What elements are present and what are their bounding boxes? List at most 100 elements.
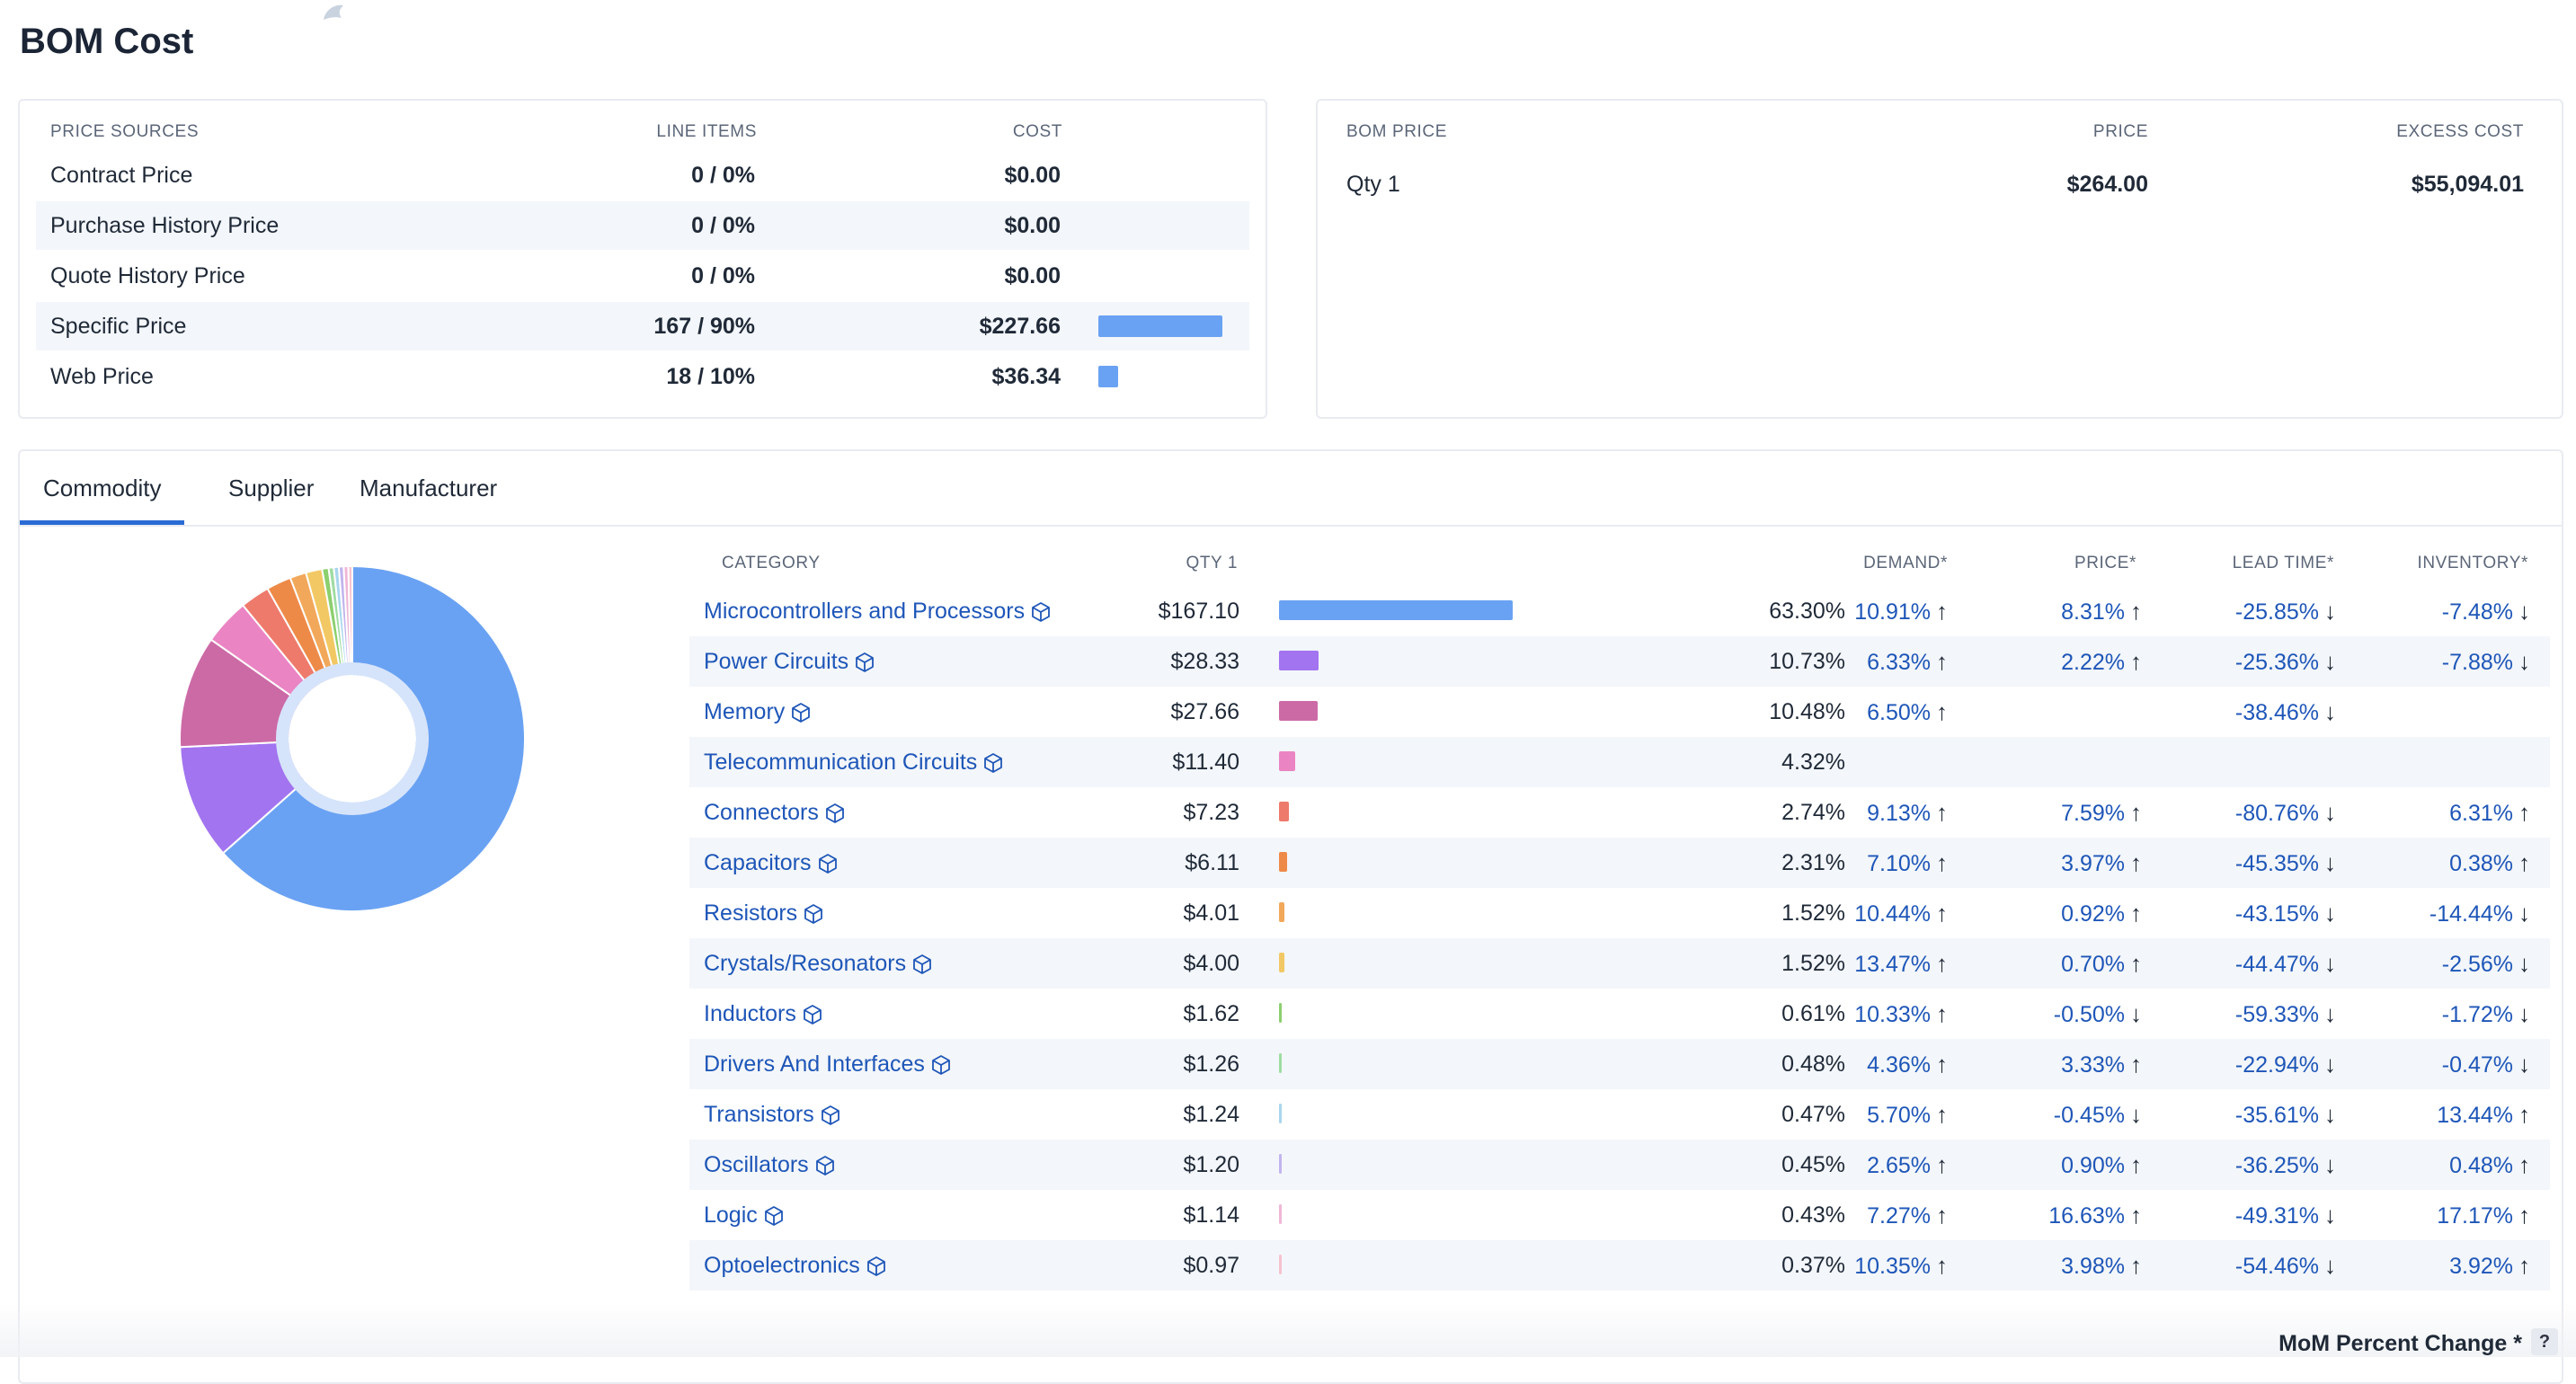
arrow-up-icon: ↑: [1936, 1101, 1948, 1128]
commodity-share-bar: [1279, 1255, 1282, 1274]
commodity-category-link[interactable]: Optoelectronics: [704, 1253, 860, 1278]
lead-time-change[interactable]: -22.94%: [2234, 1052, 2319, 1078]
commodity-category-link[interactable]: Inductors: [704, 1001, 796, 1026]
inventory-change[interactable]: -2.56%: [2441, 952, 2513, 977]
lead-time-change[interactable]: -45.35%: [2234, 851, 2319, 876]
demand-change[interactable]: 2.65%: [1867, 1153, 1931, 1178]
price-change[interactable]: -0.45%: [2053, 1103, 2125, 1128]
demand-change[interactable]: 5.70%: [1867, 1103, 1931, 1128]
price-change[interactable]: 0.70%: [2061, 952, 2125, 977]
commodity-cube-icon: [1032, 602, 1050, 623]
inventory-change[interactable]: 0.38%: [2449, 851, 2513, 876]
excess-cost-value: $55,094.01: [2411, 172, 2524, 197]
demand-change[interactable]: 10.35%: [1854, 1254, 1931, 1279]
price-change[interactable]: 8.31%: [2061, 599, 2125, 625]
tab-supplier[interactable]: Supplier: [228, 475, 315, 501]
lead-time-change[interactable]: -43.15%: [2234, 901, 2319, 927]
price-change[interactable]: 0.92%: [2061, 901, 2125, 927]
inventory-change[interactable]: 3.92%: [2449, 1254, 2513, 1279]
lead-time-change[interactable]: -80.76%: [2234, 801, 2319, 826]
demand-change[interactable]: 6.50%: [1867, 700, 1931, 725]
inventory-change[interactable]: -14.44%: [2429, 901, 2513, 927]
lead-time-change[interactable]: -25.85%: [2234, 599, 2319, 625]
arrow-up-icon: ↑: [1936, 1051, 1948, 1078]
inventory-change[interactable]: 6.31%: [2449, 801, 2513, 826]
inventory-change[interactable]: -0.47%: [2441, 1052, 2513, 1078]
commodity-cube-icon: [984, 753, 1003, 774]
inventory-change[interactable]: -7.88%: [2441, 650, 2513, 675]
arrow-up-icon: ↑: [1936, 698, 1948, 725]
commodity-share-bar: [1279, 751, 1295, 771]
commodity-row: Transistors $1.24 0.47% 5.70% ↑ -0.45% ↓ -35.61…: [689, 1089, 2550, 1140]
demand-change[interactable]: 10.44%: [1854, 901, 1931, 927]
help-button[interactable]: ?: [2531, 1328, 2558, 1355]
commodity-category-link[interactable]: Connectors: [704, 800, 819, 825]
price-change[interactable]: 3.33%: [2061, 1052, 2125, 1078]
page-title: BOM Cost: [20, 22, 194, 61]
commodity-category-link[interactable]: Capacitors: [704, 850, 812, 875]
qty-header: QTY 1: [1186, 554, 1238, 572]
inventory-header: INVENTORY*: [2417, 554, 2528, 572]
price-sources-header: PRICE SOURCES: [50, 122, 200, 141]
line-items-header: LINE ITEMS: [656, 122, 757, 141]
inventory-change[interactable]: 0.48%: [2449, 1153, 2513, 1178]
price-change[interactable]: 2.22%: [2061, 650, 2125, 675]
tab-manufacturer[interactable]: Manufacturer: [360, 475, 498, 501]
cost-header: COST: [1012, 122, 1062, 141]
commodity-category-link[interactable]: Microcontrollers and Processors: [704, 599, 1026, 624]
arrow-down-icon: ↓: [2518, 1051, 2530, 1078]
inventory-change[interactable]: 13.44%: [2437, 1103, 2513, 1128]
tab-commodity[interactable]: Commodity: [20, 451, 185, 525]
demand-change[interactable]: 6.33%: [1867, 650, 1931, 675]
inventory-change[interactable]: 17.17%: [2437, 1203, 2513, 1229]
price-change[interactable]: 0.90%: [2061, 1153, 2125, 1178]
commodity-category-link[interactable]: Drivers And Interfaces: [704, 1051, 925, 1077]
price-change[interactable]: -0.50%: [2053, 1002, 2125, 1027]
price-change[interactable]: 3.97%: [2061, 851, 2125, 876]
demand-change[interactable]: 4.36%: [1867, 1052, 1931, 1078]
commodity-category-link[interactable]: Transistors: [704, 1102, 814, 1127]
commodity-category-link[interactable]: Crystals/Resonators: [704, 951, 907, 976]
commodity-category-link[interactable]: Oscillators: [704, 1152, 809, 1177]
demand-change[interactable]: 13.47%: [1854, 952, 1931, 977]
arrow-down-icon: ↓: [2324, 950, 2336, 977]
demand-header: DEMAND*: [1863, 554, 1948, 572]
lead-time-change[interactable]: -38.46%: [2234, 700, 2319, 725]
lead-time-change[interactable]: -59.33%: [2234, 1002, 2319, 1027]
demand-change[interactable]: 7.10%: [1867, 851, 1931, 876]
lead-time-change[interactable]: -54.46%: [2234, 1254, 2319, 1279]
arrow-down-icon: ↓: [2324, 1051, 2336, 1078]
demand-change[interactable]: 9.13%: [1867, 801, 1931, 826]
lead-time-change[interactable]: -35.61%: [2234, 1103, 2319, 1128]
commodity-category-link[interactable]: Telecommunication Circuits: [704, 750, 978, 775]
lead-time-change[interactable]: -25.36%: [2234, 650, 2319, 675]
commodity-category-link[interactable]: Power Circuits: [704, 649, 849, 674]
demand-change[interactable]: 10.91%: [1854, 599, 1931, 625]
lead-time-change[interactable]: -36.25%: [2234, 1153, 2319, 1178]
excess-cost-header: EXCESS COST: [2396, 122, 2524, 141]
price-source-line-items: 0 / 0%: [691, 163, 755, 188]
lead-time-change[interactable]: -49.31%: [2234, 1203, 2319, 1229]
commodity-share-pct: 10.73%: [1769, 649, 1845, 674]
commodity-share-pct: 0.43%: [1781, 1202, 1845, 1228]
commodity-category-link[interactable]: Logic: [704, 1202, 758, 1228]
demand-change[interactable]: 10.33%: [1854, 1002, 1931, 1027]
price-source-line-items: 167 / 90%: [653, 314, 755, 339]
commodity-cost: $4.00: [1183, 951, 1239, 976]
arrow-up-icon: ↑: [2130, 648, 2142, 675]
commodity-category-link[interactable]: Resistors: [704, 900, 798, 926]
commodity-row: Inductors $1.62 0.61% 10.33% ↑ -0.50% ↓ -59.33%…: [689, 989, 2550, 1039]
arrow-down-icon: ↓: [2518, 598, 2530, 625]
inventory-change[interactable]: -7.48%: [2441, 599, 2513, 625]
price-source-row: Web Price 18 / 10% $36.34: [36, 352, 1249, 401]
demand-change[interactable]: 7.27%: [1867, 1203, 1931, 1229]
price-change[interactable]: 3.98%: [2061, 1254, 2125, 1279]
price-change[interactable]: 7.59%: [2061, 801, 2125, 826]
bom-price-card: BOM PRICE PRICE EXCESS COST Qty 1 $264.0…: [1316, 99, 2563, 419]
commodity-category-link[interactable]: Memory: [704, 699, 786, 724]
price-change[interactable]: 16.63%: [2048, 1203, 2125, 1229]
inventory-change[interactable]: -1.72%: [2441, 1002, 2513, 1027]
lead-time-change[interactable]: -44.47%: [2234, 952, 2319, 977]
arrow-up-icon: ↑: [2518, 1151, 2530, 1178]
arrow-up-icon: ↑: [1936, 1151, 1948, 1178]
